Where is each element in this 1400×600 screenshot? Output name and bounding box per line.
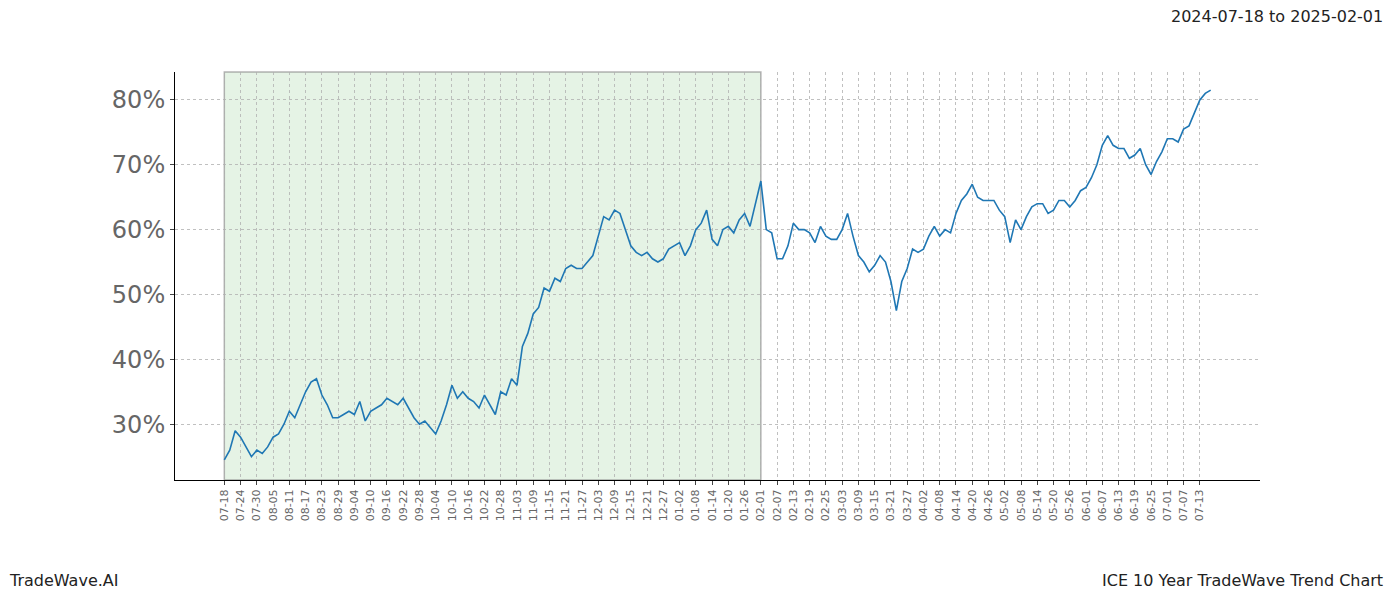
svg-text:11-21: 11-21 [559,489,572,521]
svg-text:10-22: 10-22 [478,489,491,521]
svg-text:08-11: 08-11 [283,489,296,521]
svg-text:05-26: 05-26 [1063,489,1076,521]
svg-text:ICE 10 Year TradeWave Trend Ch: ICE 10 Year TradeWave Trend Chart [1102,571,1383,590]
svg-text:04-26: 04-26 [982,489,995,521]
svg-text:04-14: 04-14 [950,489,963,521]
svg-text:07-24: 07-24 [234,489,247,521]
svg-text:12-15: 12-15 [624,489,637,521]
svg-text:04-02: 04-02 [917,489,930,521]
svg-text:30%: 30% [112,411,165,439]
svg-text:12-03: 12-03 [592,489,605,521]
svg-text:06-01: 06-01 [1080,489,1093,521]
svg-text:70%: 70% [112,151,165,179]
svg-text:01-26: 01-26 [738,489,751,521]
svg-text:07-18: 07-18 [218,489,231,521]
svg-text:07-07: 07-07 [1177,489,1190,521]
svg-text:07-30: 07-30 [250,489,263,521]
svg-text:06-19: 06-19 [1128,489,1141,521]
svg-text:08-05: 08-05 [267,489,280,521]
svg-text:10-28: 10-28 [494,489,507,521]
svg-text:05-14: 05-14 [1031,489,1044,521]
svg-text:03-15: 03-15 [868,489,881,521]
svg-text:12-09: 12-09 [608,489,621,521]
svg-text:09-04: 09-04 [348,489,361,521]
svg-text:2024-07-18 to 2025-02-01: 2024-07-18 to 2025-02-01 [1171,7,1383,26]
svg-text:10-10: 10-10 [446,489,459,521]
svg-text:12-27: 12-27 [657,489,670,521]
svg-text:11-03: 11-03 [511,489,524,521]
svg-text:06-25: 06-25 [1145,489,1158,521]
svg-text:04-08: 04-08 [933,489,946,521]
svg-text:05-02: 05-02 [998,489,1011,521]
svg-text:05-08: 05-08 [1015,489,1028,521]
svg-text:08-29: 08-29 [332,489,345,521]
svg-text:01-08: 01-08 [689,489,702,521]
svg-text:02-01: 02-01 [754,489,767,521]
svg-text:03-09: 03-09 [852,489,865,521]
svg-text:03-21: 03-21 [885,489,898,521]
svg-text:07-01: 07-01 [1161,489,1174,521]
svg-text:11-27: 11-27 [576,489,589,521]
svg-text:02-13: 02-13 [787,489,800,521]
svg-text:09-16: 09-16 [380,489,393,521]
svg-text:01-20: 01-20 [722,489,735,521]
svg-text:40%: 40% [112,346,165,374]
svg-text:07-13: 07-13 [1193,489,1206,521]
svg-text:09-22: 09-22 [397,489,410,521]
svg-text:02-25: 02-25 [819,489,832,521]
svg-text:08-17: 08-17 [299,489,312,521]
svg-text:04-20: 04-20 [966,489,979,521]
svg-text:01-14: 01-14 [706,489,719,521]
svg-text:11-09: 11-09 [527,489,540,521]
svg-text:TradeWave.AI: TradeWave.AI [9,571,118,590]
svg-text:80%: 80% [112,86,165,114]
svg-text:06-13: 06-13 [1112,489,1125,521]
svg-text:50%: 50% [112,281,165,309]
svg-text:09-28: 09-28 [413,489,426,521]
svg-text:11-15: 11-15 [543,489,556,521]
svg-text:01-02: 01-02 [673,489,686,521]
svg-text:02-19: 02-19 [803,489,816,521]
svg-text:08-23: 08-23 [315,489,328,521]
svg-text:03-03: 03-03 [836,489,849,521]
svg-text:05-20: 05-20 [1047,489,1060,521]
svg-text:60%: 60% [112,216,165,244]
svg-text:10-16: 10-16 [462,489,475,521]
svg-text:12-21: 12-21 [641,489,654,521]
svg-text:03-27: 03-27 [901,489,914,521]
svg-text:09-10: 09-10 [364,489,377,521]
svg-text:10-04: 10-04 [429,489,442,521]
svg-text:06-07: 06-07 [1096,489,1109,521]
svg-text:02-07: 02-07 [771,489,784,521]
